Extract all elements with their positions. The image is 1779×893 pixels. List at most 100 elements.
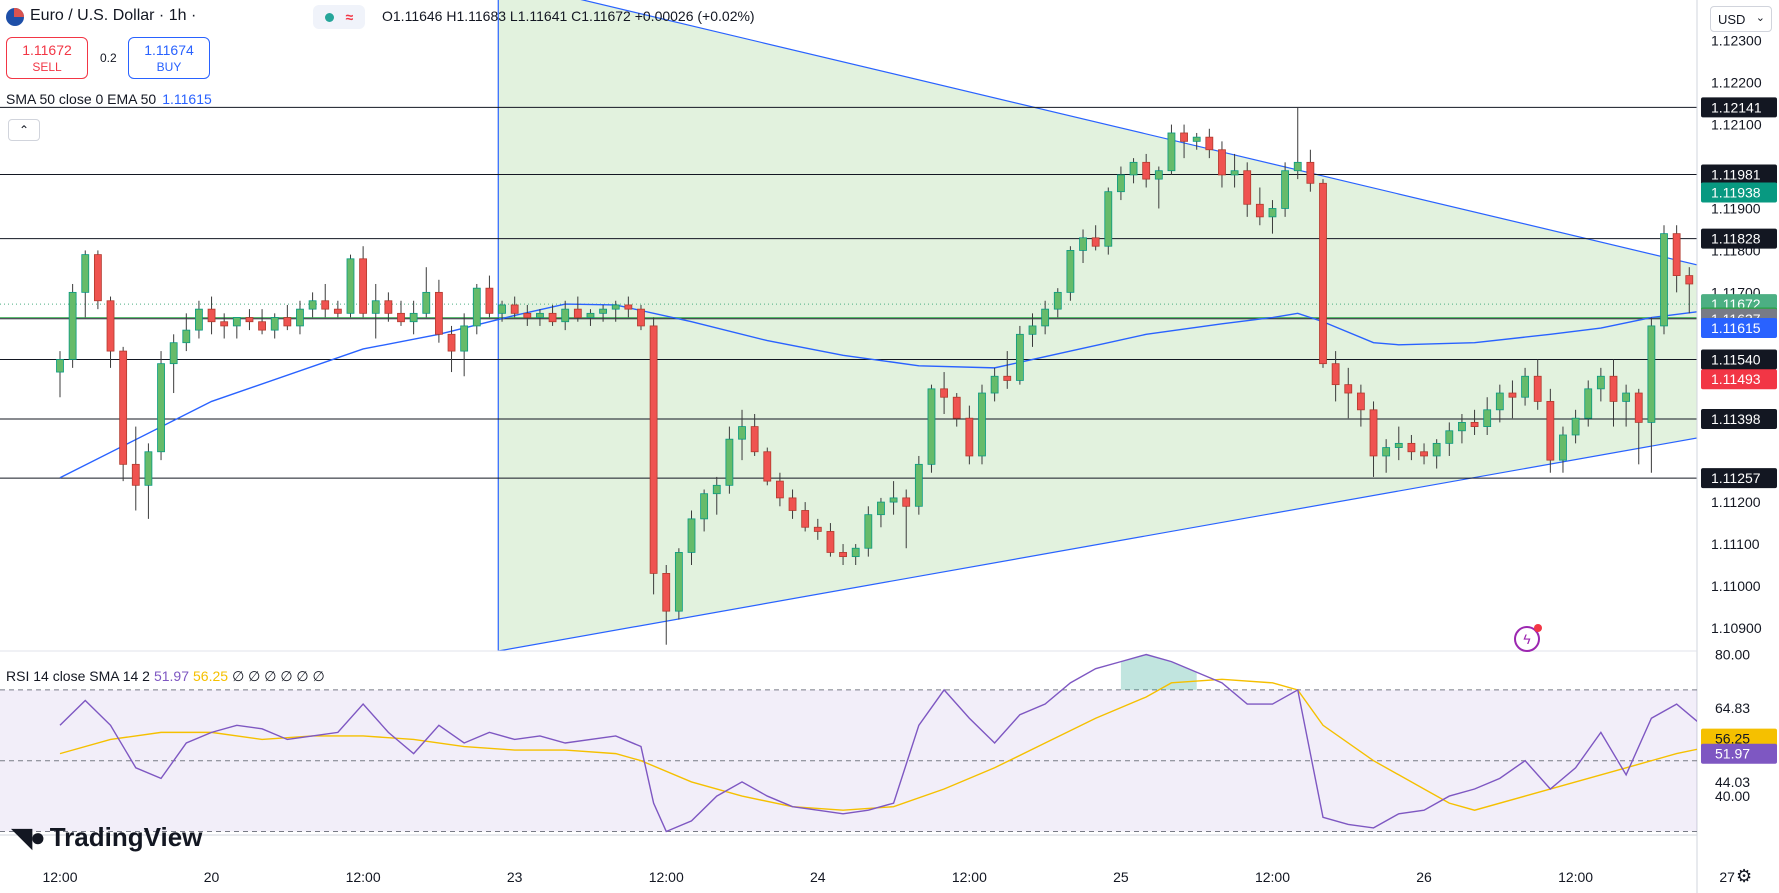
price-label-tag: 1.11398 xyxy=(1701,409,1777,430)
candle xyxy=(359,246,368,318)
candle-body xyxy=(649,325,658,574)
candle xyxy=(1344,367,1353,419)
rsi-value-tag: 51.97 xyxy=(1701,743,1777,764)
candle-body xyxy=(1230,170,1239,176)
price-label-bg xyxy=(1701,228,1777,249)
candle-body xyxy=(1685,275,1694,285)
currency-select[interactable]: USD ⌄ xyxy=(1710,6,1772,32)
candle-body xyxy=(333,308,342,314)
candle-body xyxy=(1091,237,1100,247)
wave-icon: ≈ xyxy=(345,9,354,25)
candle xyxy=(1028,313,1037,347)
candle xyxy=(371,283,380,339)
candle-body xyxy=(624,304,633,310)
candle xyxy=(460,313,469,377)
candle xyxy=(1596,367,1605,402)
price-label-bg xyxy=(1701,349,1777,370)
candle xyxy=(1749,263,1756,284)
candle-body xyxy=(270,317,279,331)
candle-body xyxy=(93,254,102,302)
candle xyxy=(434,279,443,343)
rsi-sma-value: 56.25 xyxy=(193,668,229,684)
candle-body xyxy=(940,388,948,398)
price-tick-label: 1.11200 xyxy=(1711,494,1761,510)
candle xyxy=(978,384,986,465)
price-tick-label: 1.11000 xyxy=(1711,578,1761,594)
market-status[interactable]: ≈ xyxy=(313,5,365,29)
candle-body xyxy=(422,291,431,314)
candle xyxy=(1609,359,1618,427)
candle xyxy=(498,300,506,322)
rsi-value-text: 51.97 xyxy=(1715,746,1750,762)
candle xyxy=(1281,162,1290,217)
candle-body xyxy=(510,304,519,314)
candle-body xyxy=(346,258,355,314)
candle-body xyxy=(182,329,191,344)
candle-body xyxy=(674,552,683,612)
lightning-icon[interactable]: ϟ xyxy=(1514,624,1542,652)
candle xyxy=(674,548,683,620)
candle-body xyxy=(1015,333,1024,381)
candle-body xyxy=(1255,203,1264,218)
candle xyxy=(485,275,494,318)
candle xyxy=(1369,401,1378,477)
candle xyxy=(144,443,153,519)
candle-body xyxy=(245,317,254,323)
rsi-extra: ∅ ∅ ∅ ∅ ∅ ∅ xyxy=(232,668,325,684)
candle-body xyxy=(1382,447,1391,457)
candle xyxy=(788,489,797,519)
candle xyxy=(1293,107,1302,180)
buy-price: 1.11674 xyxy=(144,42,194,58)
candle xyxy=(523,304,532,326)
candle-body xyxy=(1129,161,1138,176)
candle xyxy=(990,367,999,402)
rsi-value: 51.97 xyxy=(153,668,190,684)
candle xyxy=(750,414,759,456)
candle xyxy=(157,351,165,461)
candle xyxy=(1622,384,1631,427)
candle xyxy=(220,313,229,339)
candle-body xyxy=(599,308,607,314)
candle-body xyxy=(1533,375,1542,402)
candle-body xyxy=(1762,267,1769,275)
candle-body xyxy=(1596,375,1605,390)
candle xyxy=(422,267,431,318)
price-tick-label: 1.11900 xyxy=(1711,200,1761,216)
sell-button[interactable]: 1.11672 SELL xyxy=(6,37,88,79)
candle-body xyxy=(826,531,835,553)
candle-body xyxy=(1293,161,1302,172)
candle xyxy=(965,405,974,465)
buy-label: BUY xyxy=(156,60,182,74)
candle xyxy=(864,506,873,557)
price-label-text: 1.11540 xyxy=(1711,351,1761,367)
rsi-legend[interactable]: RSI 14 close SMA 14 2 51.97 56.25 ∅ ∅ ∅ ∅ ∅… xyxy=(6,668,325,685)
symbol-title[interactable]: Euro / U.S. Dollar · 1h · xyxy=(30,7,197,24)
candle xyxy=(131,426,140,511)
candle xyxy=(712,476,721,515)
candle-body xyxy=(561,308,570,323)
candle-body xyxy=(1445,430,1454,444)
collapse-legend-button[interactable]: ⌃ xyxy=(8,119,40,141)
candle xyxy=(447,325,456,373)
candle xyxy=(333,300,342,318)
candle xyxy=(207,296,216,335)
candle xyxy=(776,472,784,507)
candle xyxy=(851,544,860,566)
candle xyxy=(1180,124,1188,159)
buy-button[interactable]: 1.11674 BUY xyxy=(128,37,210,79)
candle-body xyxy=(359,258,368,314)
gear-icon[interactable]: ⚙ xyxy=(1736,866,1753,886)
indicator-legend[interactable]: SMA 50 close 0 EMA 50 1.11615 xyxy=(6,91,212,107)
price-label-text: 1.11257 xyxy=(1711,470,1761,486)
candle-body xyxy=(1331,363,1340,386)
candle xyxy=(637,304,645,331)
price-label-bg xyxy=(1701,318,1777,339)
candle xyxy=(1053,288,1062,318)
candle-body xyxy=(1458,421,1466,432)
candle xyxy=(1142,153,1151,188)
candle-body xyxy=(1622,392,1631,402)
brand-name: TradingView xyxy=(49,822,203,852)
candle xyxy=(738,409,746,461)
candle-body xyxy=(1306,161,1315,184)
